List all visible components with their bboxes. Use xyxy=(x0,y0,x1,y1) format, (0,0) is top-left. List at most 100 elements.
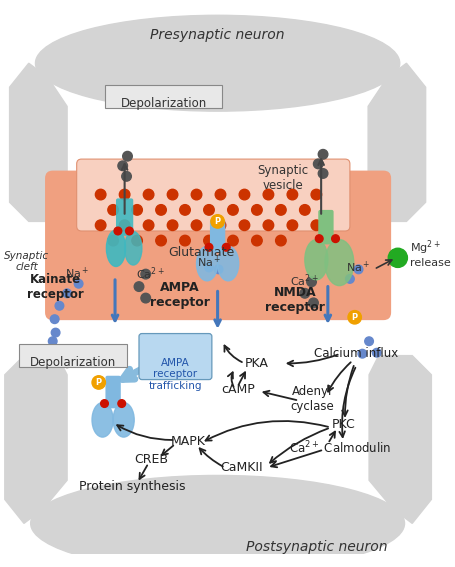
Circle shape xyxy=(204,205,214,215)
Circle shape xyxy=(252,235,262,246)
Circle shape xyxy=(156,205,167,215)
Text: P: P xyxy=(96,378,102,387)
Text: Na$^+$: Na$^+$ xyxy=(346,260,371,275)
Ellipse shape xyxy=(305,240,328,280)
FancyBboxPatch shape xyxy=(116,198,133,236)
Text: Synaptic
vesicle: Synaptic vesicle xyxy=(257,164,308,192)
Circle shape xyxy=(96,220,106,231)
Circle shape xyxy=(358,349,367,358)
FancyBboxPatch shape xyxy=(77,159,350,231)
FancyBboxPatch shape xyxy=(210,219,225,252)
Circle shape xyxy=(126,227,133,235)
Circle shape xyxy=(308,298,318,308)
Text: Synaptic
cleft: Synaptic cleft xyxy=(4,251,50,273)
Text: Mg$^{2+}$
release: Mg$^{2+}$ release xyxy=(410,238,451,268)
Circle shape xyxy=(167,189,178,200)
Circle shape xyxy=(92,376,106,389)
Circle shape xyxy=(48,337,57,345)
Circle shape xyxy=(354,265,363,274)
FancyBboxPatch shape xyxy=(106,376,121,408)
Circle shape xyxy=(118,161,127,171)
Circle shape xyxy=(307,277,316,286)
Ellipse shape xyxy=(325,240,354,286)
Circle shape xyxy=(318,168,328,178)
Circle shape xyxy=(114,227,122,235)
Circle shape xyxy=(263,189,274,200)
Circle shape xyxy=(132,235,142,246)
Text: PKA: PKA xyxy=(245,357,269,370)
Circle shape xyxy=(51,328,60,337)
Circle shape xyxy=(42,349,51,358)
Text: Calcium influx: Calcium influx xyxy=(314,347,399,360)
Circle shape xyxy=(263,220,274,231)
Circle shape xyxy=(96,189,106,200)
Polygon shape xyxy=(368,64,425,221)
Text: CREB: CREB xyxy=(135,452,168,466)
Circle shape xyxy=(167,220,178,231)
Circle shape xyxy=(51,315,59,324)
Circle shape xyxy=(388,248,407,268)
Circle shape xyxy=(228,235,238,246)
Text: Depolarization: Depolarization xyxy=(121,97,207,110)
Circle shape xyxy=(332,235,339,243)
Circle shape xyxy=(228,205,238,215)
Circle shape xyxy=(315,235,323,243)
Text: P: P xyxy=(352,313,358,321)
Circle shape xyxy=(63,359,71,367)
Circle shape xyxy=(300,289,310,298)
FancyBboxPatch shape xyxy=(139,333,212,379)
Circle shape xyxy=(365,337,374,345)
Circle shape xyxy=(108,235,118,246)
Circle shape xyxy=(348,311,361,324)
Circle shape xyxy=(143,189,154,200)
Text: Na$^+$: Na$^+$ xyxy=(65,265,89,281)
Text: Protein synthesis: Protein synthesis xyxy=(79,480,186,493)
Circle shape xyxy=(55,302,64,310)
Circle shape xyxy=(143,220,154,231)
Circle shape xyxy=(215,220,226,231)
Circle shape xyxy=(74,280,83,288)
Polygon shape xyxy=(369,356,431,523)
Circle shape xyxy=(215,189,226,200)
FancyBboxPatch shape xyxy=(318,210,334,244)
Circle shape xyxy=(134,282,144,291)
Text: Na$^+$: Na$^+$ xyxy=(197,255,221,270)
Circle shape xyxy=(373,348,381,357)
Text: cAMP: cAMP xyxy=(221,383,255,396)
Circle shape xyxy=(318,150,328,159)
Circle shape xyxy=(63,289,71,298)
Ellipse shape xyxy=(217,246,239,281)
Circle shape xyxy=(118,400,126,407)
Ellipse shape xyxy=(35,15,400,111)
Text: Adenyl
cyclase: Adenyl cyclase xyxy=(291,385,334,413)
Circle shape xyxy=(311,189,322,200)
Text: AMPA
receptor
trafficking: AMPA receptor trafficking xyxy=(149,358,202,391)
Text: Presynaptic neuron: Presynaptic neuron xyxy=(150,28,285,42)
Text: AMPA
receptor: AMPA receptor xyxy=(150,281,210,309)
Text: Ca$^{2+}$ Calmodulin: Ca$^{2+}$ Calmodulin xyxy=(289,439,391,456)
Circle shape xyxy=(141,293,151,303)
Circle shape xyxy=(214,265,223,274)
Circle shape xyxy=(299,205,310,215)
Circle shape xyxy=(82,353,91,362)
Circle shape xyxy=(180,235,190,246)
Circle shape xyxy=(287,189,298,200)
Text: Glutamate: Glutamate xyxy=(168,246,234,259)
Circle shape xyxy=(108,205,118,215)
Circle shape xyxy=(122,172,131,181)
Circle shape xyxy=(287,220,298,231)
Circle shape xyxy=(211,215,224,228)
Circle shape xyxy=(205,263,213,272)
Text: Postsynaptic neuron: Postsynaptic neuron xyxy=(246,540,387,553)
Circle shape xyxy=(191,220,202,231)
Circle shape xyxy=(191,189,202,200)
Circle shape xyxy=(156,235,167,246)
Text: P: P xyxy=(215,217,221,226)
Polygon shape xyxy=(5,356,67,523)
Circle shape xyxy=(180,205,190,215)
Circle shape xyxy=(141,269,151,279)
Circle shape xyxy=(222,243,230,251)
Ellipse shape xyxy=(92,403,113,437)
Circle shape xyxy=(119,220,130,231)
Circle shape xyxy=(276,205,286,215)
